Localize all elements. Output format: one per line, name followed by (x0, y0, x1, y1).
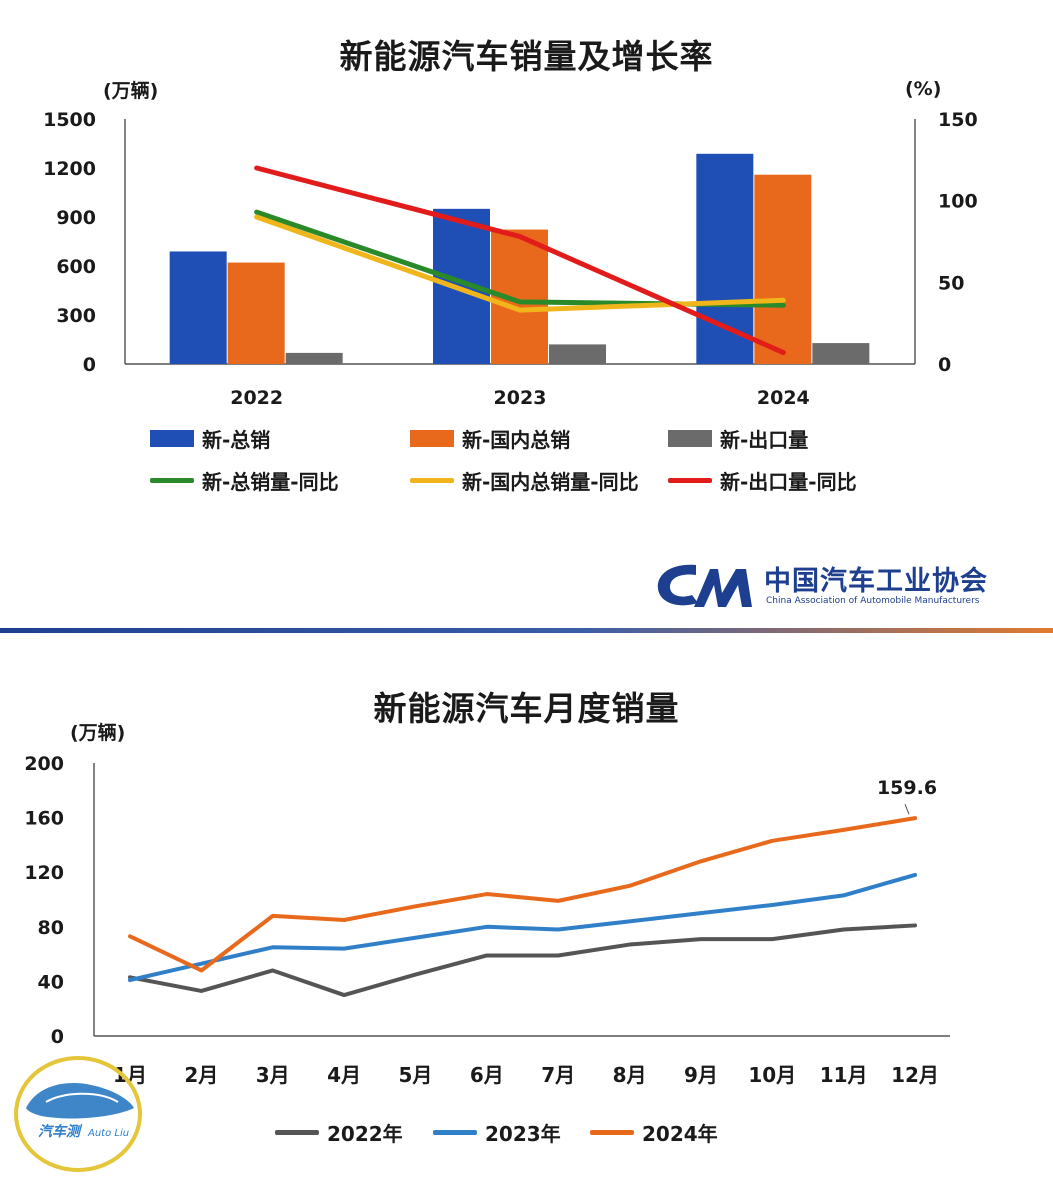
annual-right-tick-label: 150 (938, 109, 978, 131)
corner-watermark-badge: 汽车测 Auto Liu (6, 1052, 156, 1182)
legend-label-export-yoy: 新-出口量-同比 (720, 470, 857, 494)
annual-bar (812, 343, 870, 364)
monthly-chart-title: 新能源汽车月度销量 (373, 689, 680, 728)
legend-item-2022: 2022年 (275, 1118, 403, 1147)
legend-item-total-yoy: 新-总销量-同比 (150, 466, 339, 495)
legend-item-total-sales: 新-总销 (150, 424, 270, 453)
annual-bar (169, 251, 227, 364)
annual-chart-panel: 新能源汽车销量及增长率 (万辆) (%) 0 300 600 900 1200 1500 0… (0, 0, 1053, 500)
annual-right-axis-unit: (%) (905, 78, 942, 100)
legend-swatch-export-yoy (668, 478, 712, 483)
annual-left-tick-label: 300 (56, 305, 96, 327)
annual-right-tick-label: 50 (938, 272, 964, 294)
monthly-chart-panel: 新能源汽车月度销量 (万辆) 0 40 80 120 160 200 1月 2月 3月 4月 5月 6… (0, 640, 1053, 1180)
legend-label-domestic-sales: 新-国内总销 (462, 428, 571, 452)
caam-logo: 中国汽车工业协会 China Association of Automobile… (652, 555, 1012, 615)
annual-left-tick-label: 0 (83, 354, 96, 376)
car-icon: 汽车测 Auto Liu (14, 1056, 142, 1172)
legend-item-export: 新-出口量 (668, 424, 808, 453)
annual-left-tick-label: 1200 (43, 158, 96, 180)
legend-swatch-domestic-yoy (410, 478, 454, 483)
annual-left-tick-label: 900 (56, 207, 96, 229)
annual-category-label: 2024 (757, 387, 810, 409)
annual-left-tick-label: 1500 (43, 109, 96, 131)
legend-item-export-yoy: 新-出口量-同比 (668, 466, 857, 495)
annual-bar (227, 262, 285, 364)
annual-bar (754, 174, 812, 364)
legend-label-2024: 2024年 (642, 1122, 718, 1146)
monthly-x-tick-label: 12月 (891, 1063, 939, 1087)
monthly-x-tick-label: 4月 (327, 1063, 361, 1087)
annual-left-axis-unit: (万辆) (103, 80, 159, 102)
legend-swatch-2023 (433, 1130, 477, 1135)
caam-logo-name: 中国汽车工业协会 (764, 566, 988, 597)
monthly-y-tick-label: 40 (38, 971, 64, 993)
monthly-y-tick-label: 80 (38, 917, 64, 939)
monthly-x-tick-label: 10月 (748, 1063, 796, 1087)
badge-text: 汽车测 (38, 1123, 83, 1140)
legend-swatch-total-sales (150, 430, 194, 447)
annual-bar (549, 344, 606, 364)
annual-yoy-line (254, 214, 786, 313)
monthly-y-tick-label: 160 (24, 808, 64, 830)
legend-label-domestic-yoy: 新-国内总销量-同比 (462, 470, 639, 494)
monthly-x-tick-label: 2月 (184, 1063, 218, 1087)
section-divider (0, 628, 1053, 633)
legend-swatch-2024 (590, 1130, 634, 1135)
annual-bar (285, 352, 343, 364)
legend-swatch-total-yoy (150, 478, 194, 483)
monthly-series-line (128, 923, 917, 998)
annual-right-tick-label: 100 (938, 191, 978, 213)
annual-category-label: 2022 (230, 387, 283, 409)
monthly-y-tick-label: 120 (24, 862, 64, 884)
legend-swatch-domestic-sales (410, 430, 454, 447)
legend-label-2023: 2023年 (485, 1122, 561, 1146)
annual-legend: 新-总销 新-国内总销 新-出口量 新-总销量-同比 新-国内总销量-同比 新-… (0, 0, 1053, 500)
annual-yoy-line (254, 165, 786, 356)
legend-label-total-yoy: 新-总销量-同比 (202, 470, 339, 494)
monthly-series-line (128, 872, 917, 983)
monthly-series-line (128, 816, 917, 973)
monthly-x-tick-label: 11月 (820, 1063, 868, 1087)
annotation-leader (904, 803, 910, 815)
legend-swatch-export (668, 430, 712, 447)
annotation-label: 159.6 (877, 777, 937, 799)
monthly-x-tick-label: 9月 (684, 1063, 718, 1087)
badge-subtext: Auto Liu (87, 1128, 129, 1139)
caam-logo-mark (657, 564, 752, 607)
monthly-x-tick-label: 7月 (541, 1063, 575, 1087)
legend-label-total-sales: 新-总销 (202, 428, 271, 452)
monthly-y-tick-label: 0 (51, 1026, 64, 1048)
monthly-legend: 2022年 2023年 2024年 (0, 640, 1053, 1180)
annual-category-label: 2023 (494, 387, 547, 409)
legend-item-2024: 2024年 (590, 1118, 718, 1147)
legend-label-2022: 2022年 (327, 1122, 403, 1146)
monthly-x-tick-label: 6月 (470, 1063, 504, 1087)
legend-swatch-2022 (275, 1130, 319, 1135)
caam-logo-english: China Association of Automobile Manufact… (766, 596, 980, 606)
monthly-axis-unit: (万辆) (70, 722, 126, 744)
monthly-x-tick-label: 5月 (398, 1063, 432, 1087)
legend-item-domestic-yoy: 新-国内总销量-同比 (410, 466, 639, 495)
monthly-x-tick-label: 3月 (256, 1063, 290, 1087)
legend-item-2023: 2023年 (433, 1118, 561, 1147)
legend-label-export: 新-出口量 (720, 428, 809, 452)
annual-left-tick-label: 600 (56, 256, 96, 278)
monthly-x-tick-label: 8月 (613, 1063, 647, 1087)
annual-right-tick-label: 0 (938, 354, 951, 376)
monthly-y-tick-label: 200 (24, 753, 64, 775)
annual-chart-title: 新能源汽车销量及增长率 (339, 37, 714, 76)
annual-chart-svg: 0 300 600 900 1200 1500 0 50 100 150 2022 2023 2024 (43, 109, 978, 409)
legend-item-domestic-sales: 新-国内总销 (410, 424, 570, 453)
